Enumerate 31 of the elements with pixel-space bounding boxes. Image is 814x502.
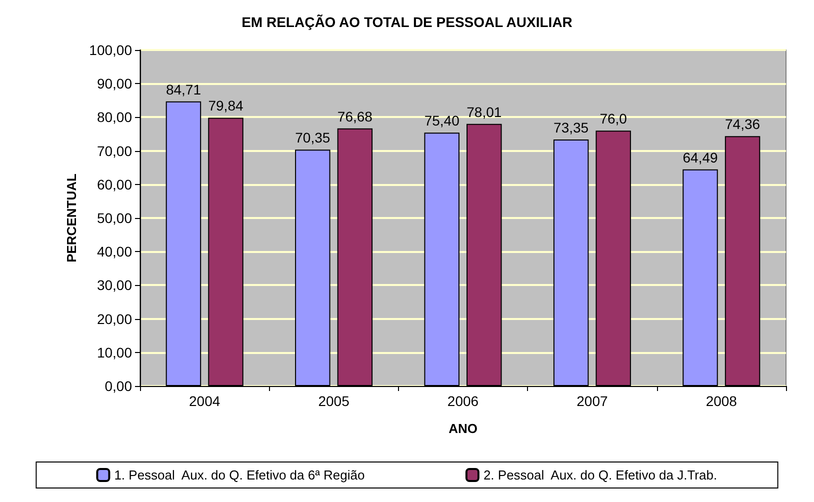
data-label: 79,84 [208,98,244,114]
data-label: 74,36 [725,116,760,132]
y-tick-label: 10,00 [96,344,132,360]
data-label: 78,01 [466,104,502,120]
y-tick-label: 0,00 [104,378,132,394]
x-tick-label: 2005 [318,393,350,409]
y-tick-label: 70,00 [96,142,132,159]
y-axis-title: PERCENTUAL [64,174,79,262]
data-label: 64,49 [682,149,718,166]
x-axis-title: ANO [448,421,478,436]
data-label: 84,71 [166,81,202,98]
legend-label: 1. Pessoal Aux. do Q. Efetivo da 6ª Região [114,468,365,482]
y-tick-label: 20,00 [96,310,132,327]
chart-title: EM RELAÇÃO AO TOTAL DE PESSOAL AUXILIAR [242,14,572,30]
y-tick-label: 60,00 [96,176,132,192]
data-label: 70,35 [295,130,330,146]
x-tick-label: 2007 [576,393,608,409]
data-label: 75,40 [424,112,460,129]
x-tick-label: 2006 [447,393,479,409]
y-tick-label: 30,00 [96,277,132,294]
x-tick-label: 2008 [706,393,738,409]
x-tick-label: 2004 [189,393,220,409]
y-tick-label: 50,00 [96,210,132,226]
y-tick-label: 40,00 [96,244,132,260]
y-tick-label: 80,00 [96,109,132,126]
data-label: 76,68 [337,108,373,124]
y-tick-label: 100,00 [89,42,132,58]
legend-label: 2. Pessoal Aux. do Q. Efetivo da J.Trab. [483,468,718,482]
data-label: 76,0 [600,110,628,127]
y-tick-label: 90,00 [96,76,132,92]
data-label: 73,35 [554,120,589,136]
